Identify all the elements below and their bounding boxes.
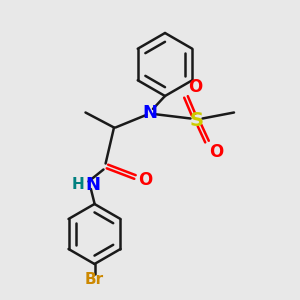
Text: O: O [209, 143, 223, 161]
Text: N: N [142, 103, 158, 122]
Text: H: H [72, 177, 84, 192]
Text: O: O [188, 78, 203, 96]
Text: O: O [138, 171, 152, 189]
Text: N: N [85, 176, 100, 194]
Text: S: S [190, 110, 203, 130]
Text: Br: Br [85, 272, 104, 286]
